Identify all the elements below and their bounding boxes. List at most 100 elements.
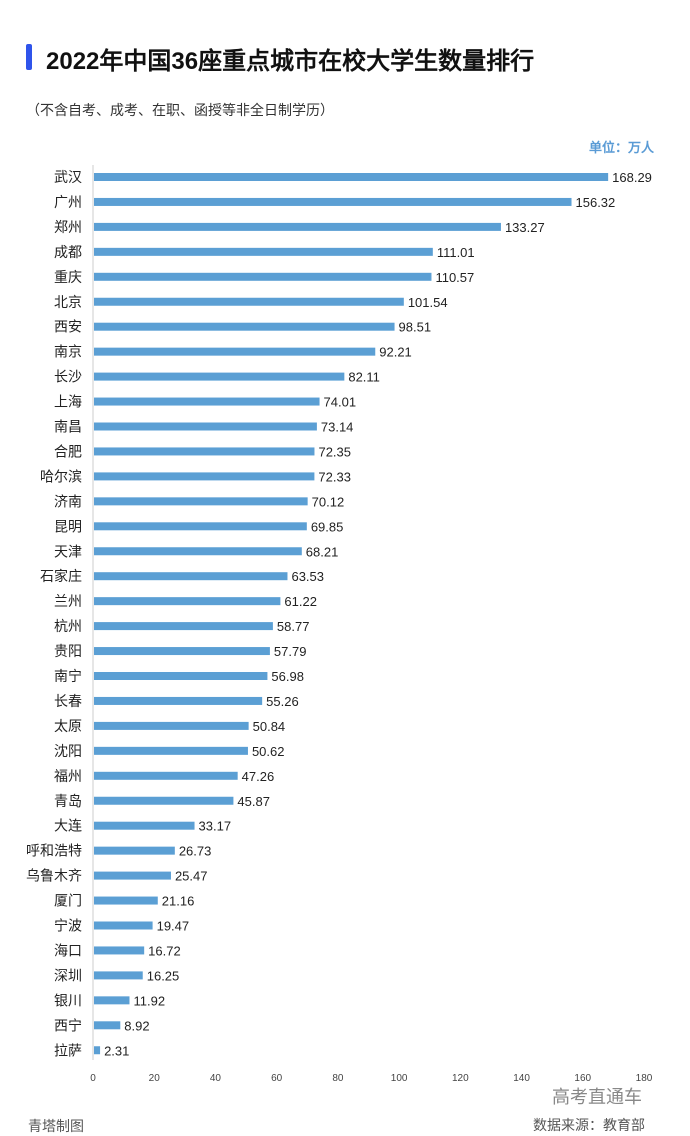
- bar: [94, 971, 143, 980]
- watermark-text: 高考直通车: [552, 1087, 642, 1107]
- bar: [94, 347, 376, 356]
- data-label: 21.16: [162, 894, 195, 909]
- data-label: 2.31: [104, 1043, 129, 1058]
- category-label: 青岛: [54, 793, 82, 809]
- bar: [94, 447, 315, 456]
- chart-title: 2022年中国36座重点城市在校大学生数量排行: [46, 48, 535, 75]
- title-accent-bar: [26, 44, 32, 70]
- bar: [94, 222, 501, 231]
- data-label: 11.92: [133, 993, 165, 1008]
- bar: [94, 871, 171, 880]
- category-label: 上海: [54, 394, 82, 410]
- x-tick-label: 100: [391, 1073, 408, 1084]
- category-label: 呼和浩特: [26, 843, 82, 859]
- x-tick-label: 180: [636, 1073, 653, 1084]
- data-label: 55.26: [266, 694, 299, 709]
- bar: [94, 672, 268, 680]
- category-label: 济南: [54, 493, 82, 509]
- category-label: 太原: [54, 718, 82, 734]
- bar: [94, 173, 609, 181]
- data-label: 25.47: [175, 869, 208, 884]
- data-label: 56.98: [271, 669, 304, 684]
- data-label: 156.32: [576, 195, 616, 210]
- data-label: 47.26: [242, 769, 275, 784]
- bar: [94, 1021, 121, 1030]
- bar: [94, 771, 238, 780]
- unit-label: 单位：万人: [588, 140, 654, 155]
- data-label: 57.79: [274, 644, 307, 659]
- bar: [94, 622, 273, 631]
- category-label: 南京: [54, 344, 82, 360]
- data-label: 110.57: [435, 270, 474, 285]
- data-label: 70.12: [312, 494, 345, 509]
- x-tick-label: 60: [271, 1073, 283, 1084]
- data-label: 58.77: [277, 619, 310, 634]
- bar: [94, 572, 288, 581]
- bar: [94, 996, 130, 1005]
- bar: [94, 821, 195, 830]
- x-tick-label: 160: [574, 1073, 591, 1084]
- bar: [94, 547, 302, 556]
- data-label: 72.35: [318, 444, 351, 459]
- bar: [94, 597, 281, 606]
- data-label: 72.33: [318, 469, 351, 484]
- data-label: 168.29: [612, 170, 652, 185]
- data-label: 68.21: [306, 544, 339, 559]
- bar: [94, 197, 572, 206]
- data-label: 73.14: [321, 420, 354, 435]
- category-label: 乌鲁木齐: [26, 868, 82, 884]
- bar: [94, 1046, 101, 1055]
- category-label: 昆明: [54, 518, 82, 534]
- category-label: 大连: [54, 818, 82, 834]
- category-label: 沈阳: [54, 743, 82, 759]
- bar: [94, 796, 234, 805]
- category-label: 北京: [54, 294, 82, 310]
- bar: [94, 272, 432, 281]
- category-label: 厦门: [54, 893, 82, 909]
- bar: [94, 696, 263, 705]
- data-label: 92.21: [379, 345, 412, 360]
- data-label: 50.62: [252, 744, 285, 759]
- bar: [94, 247, 433, 256]
- data-label: 26.73: [179, 844, 212, 859]
- bar: [94, 746, 248, 755]
- bar: [94, 946, 145, 955]
- category-label: 福州: [54, 768, 82, 784]
- bar: [94, 372, 345, 381]
- bar: [94, 921, 153, 930]
- data-label: 45.87: [237, 794, 270, 809]
- bar: [94, 522, 307, 531]
- category-label: 合肥: [54, 443, 82, 459]
- data-label: 111.01: [437, 245, 475, 260]
- chart-subtitle: （不含自考、成考、在职、函授等非全日制学历）: [26, 102, 334, 118]
- bar: [94, 721, 249, 730]
- bar: [94, 647, 270, 656]
- bar: [94, 297, 404, 306]
- category-label: 长沙: [54, 369, 82, 385]
- category-label: 深圳: [54, 967, 82, 983]
- category-label: 郑州: [54, 219, 82, 235]
- category-label: 西安: [54, 319, 82, 335]
- category-label: 贵阳: [54, 643, 82, 659]
- credit-text: 青塔制图: [28, 1118, 84, 1134]
- category-label: 宁波: [54, 918, 82, 934]
- category-label: 拉萨: [54, 1042, 82, 1058]
- x-tick-label: 120: [452, 1073, 469, 1084]
- bar: [94, 846, 175, 855]
- bar: [94, 472, 315, 481]
- category-label: 西宁: [54, 1017, 82, 1033]
- data-label: 19.47: [157, 919, 190, 934]
- bar: [94, 322, 395, 331]
- bar: [94, 896, 158, 905]
- data-label: 16.72: [148, 943, 181, 958]
- data-label: 33.17: [199, 819, 232, 834]
- data-label: 133.27: [505, 220, 545, 235]
- category-label: 石家庄: [40, 568, 82, 584]
- bar: [94, 397, 320, 406]
- data-label: 69.85: [311, 519, 344, 534]
- source-text: 数据来源：教育部: [533, 1117, 645, 1133]
- category-label: 南昌: [54, 419, 82, 435]
- category-label: 银川: [54, 992, 82, 1008]
- category-label: 重庆: [54, 269, 82, 285]
